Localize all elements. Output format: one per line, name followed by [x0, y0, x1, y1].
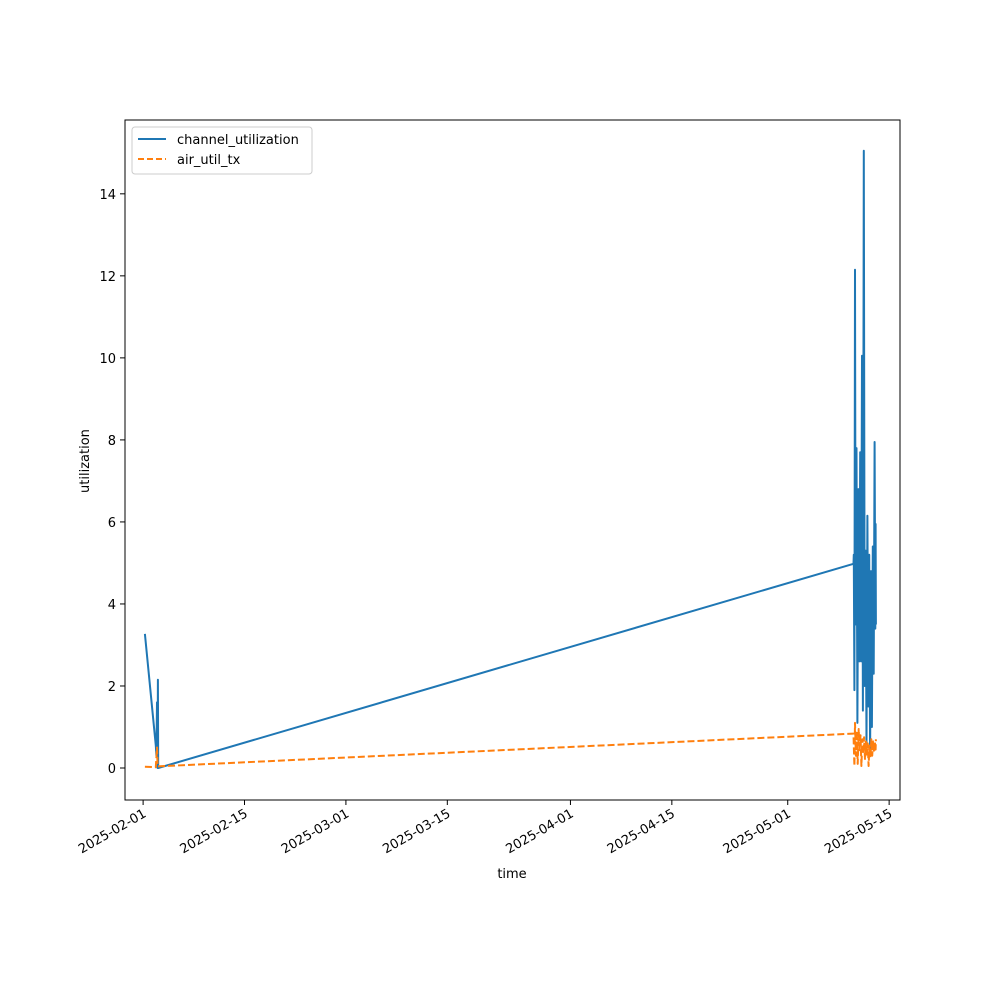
series-line-air-util-tx: [144, 721, 877, 769]
y-axis-title: utilization: [78, 429, 93, 493]
legend-label-channel-utilization: channel_utilization: [177, 133, 299, 148]
series-layer: [143, 149, 877, 769]
y-tick-label: 4: [108, 598, 116, 613]
y-tick-label: 10: [99, 352, 116, 367]
plot-frame: [124, 119, 901, 801]
y-tick-label: 14: [99, 188, 116, 203]
y-tick-label: 0: [108, 762, 116, 777]
legend-box: [131, 126, 313, 175]
y-tick-label: 2: [108, 680, 116, 695]
legend-label-air-util-tx: air_util_tx: [177, 153, 241, 168]
y-tick-label: 12: [99, 270, 116, 285]
x-axis-title: time: [497, 867, 526, 882]
legend: channel_utilization air_util_tx: [131, 126, 313, 175]
y-axis: 0 2 4 6 8 10 12 14: [99, 188, 125, 777]
y-tick-label: 8: [108, 434, 116, 449]
y-tick-label: 6: [108, 516, 116, 531]
